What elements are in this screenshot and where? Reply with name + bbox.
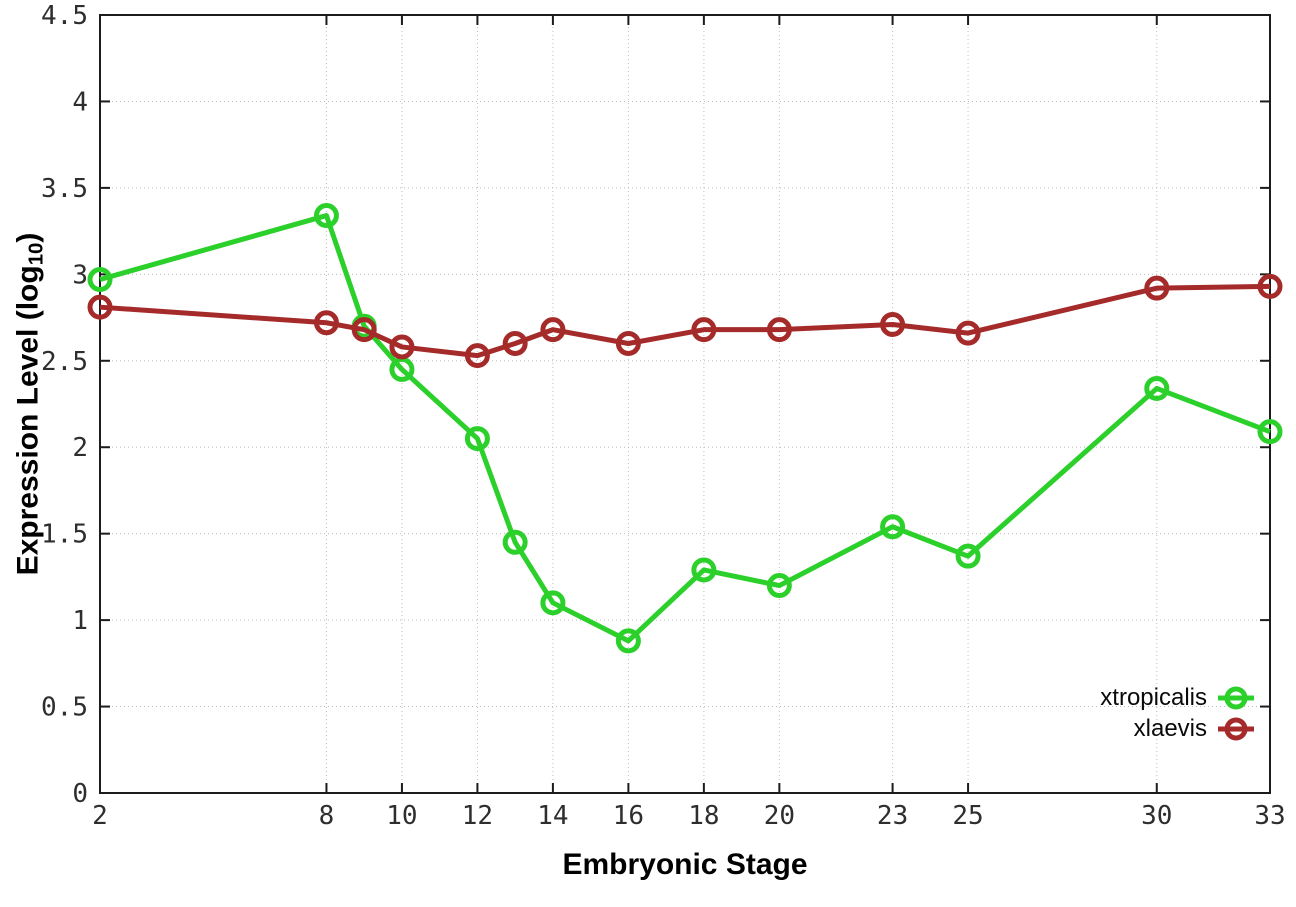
data-point-xlaevis-20	[766, 317, 792, 343]
data-point-xlaevis-14	[540, 317, 566, 343]
svg-text:0.5: 0.5	[41, 693, 88, 723]
svg-text:30: 30	[1141, 801, 1172, 831]
legend-item-xtropicalis: xtropicalis	[1100, 685, 1255, 711]
svg-text:25: 25	[952, 801, 983, 831]
data-point-xlaevis-9	[351, 317, 377, 343]
data-point-xlaevis-13	[502, 330, 528, 356]
svg-text:23: 23	[877, 801, 908, 831]
svg-text:4: 4	[72, 87, 88, 117]
data-point-xlaevis-18	[691, 317, 717, 343]
svg-text:20: 20	[764, 801, 795, 831]
data-point-xtropicalis-33	[1257, 419, 1283, 445]
gridlines	[100, 15, 1270, 793]
data-point-xlaevis-25	[955, 320, 981, 346]
svg-text:3.5: 3.5	[41, 174, 88, 204]
y-axis-title-text: Expression Level (log	[11, 265, 45, 576]
data-point-xlaevis-2	[87, 294, 113, 320]
y-tick-labels: 0 0.5 1 1.5 2 2.5 3 3.5 4 4.5	[41, 1, 88, 809]
svg-text:12: 12	[462, 801, 493, 831]
legend-marker-xtropicalis	[1218, 686, 1254, 710]
svg-text:4.5: 4.5	[41, 1, 88, 31]
data-point-xtropicalis-8	[313, 203, 339, 229]
data-point-xtropicalis-2	[87, 267, 113, 293]
x-axis-title: Embryonic Stage	[562, 848, 808, 881]
data-point-xlaevis-8	[313, 310, 339, 336]
data-point-xlaevis-33	[1257, 273, 1283, 299]
data-point-xtropicalis-23	[880, 514, 906, 540]
legend: xtropicalis xlaevis	[1100, 685, 1255, 742]
svg-text:2.5: 2.5	[41, 347, 88, 377]
svg-text:3: 3	[72, 260, 88, 290]
data-point-xlaevis-23	[880, 311, 906, 337]
data-point-xtropicalis-20	[766, 573, 792, 599]
data-point-xtropicalis-16	[615, 628, 641, 654]
data-point-xtropicalis-13	[502, 529, 528, 555]
svg-text:10: 10	[386, 801, 417, 831]
data-point-xtropicalis-12	[464, 426, 490, 452]
data-point-xlaevis-12	[464, 343, 490, 369]
legend-label-xlaevis: xlaevis	[1133, 715, 1207, 742]
tick-marks	[99, 14, 1271, 794]
data-point-xtropicalis-30	[1144, 375, 1170, 401]
data-point-xtropicalis-25	[955, 543, 981, 569]
svg-text:2: 2	[72, 433, 88, 463]
svg-text:33: 33	[1254, 801, 1285, 831]
data-point-xtropicalis-18	[691, 557, 717, 583]
svg-text:1: 1	[72, 606, 88, 636]
plot-border	[99, 14, 1271, 794]
svg-text:0: 0	[72, 779, 88, 809]
data-point-xlaevis-16	[615, 330, 641, 356]
svg-text:18: 18	[688, 801, 719, 831]
y-axis-title-subscript: 10	[25, 242, 48, 266]
series-xtropicalis	[87, 203, 1283, 654]
svg-text:8: 8	[319, 801, 335, 831]
y-axis-title: Expression Level (log10)	[11, 233, 48, 576]
svg-text:14: 14	[537, 801, 568, 831]
legend-marker-xlaevis	[1218, 717, 1254, 741]
data-point-xtropicalis-14	[540, 590, 566, 616]
legend-item-xlaevis: xlaevis	[1134, 716, 1255, 742]
x-tick-labels: 2 8 10 12 14 16 18 20 23 25 30 33	[92, 801, 1285, 831]
data-point-xlaevis-10	[389, 334, 415, 360]
svg-text:16: 16	[613, 801, 644, 831]
svg-text:2: 2	[92, 801, 108, 831]
data-point-xlaevis-30	[1144, 275, 1170, 301]
series-xlaevis	[87, 273, 1283, 369]
y-axis-title-close: )	[11, 232, 45, 243]
legend-label-xtropicalis: xtropicalis	[1100, 684, 1207, 711]
svg-text:1.5: 1.5	[41, 520, 88, 550]
